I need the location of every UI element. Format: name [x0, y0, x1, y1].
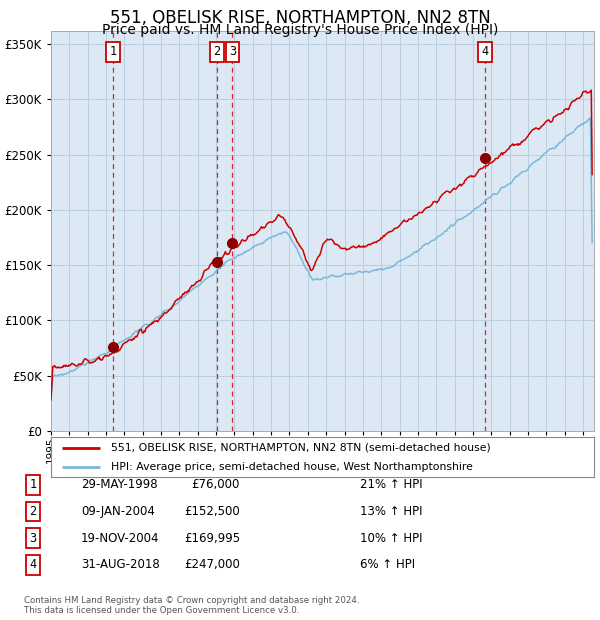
Text: Contains HM Land Registry data © Crown copyright and database right 2024.
This d: Contains HM Land Registry data © Crown c… [24, 596, 359, 615]
Text: 1: 1 [29, 479, 37, 491]
Text: 1: 1 [109, 45, 116, 58]
Text: 2: 2 [213, 45, 220, 58]
Text: HPI: Average price, semi-detached house, West Northamptonshire: HPI: Average price, semi-detached house,… [111, 461, 473, 472]
Text: 2: 2 [29, 505, 37, 518]
Text: 29-MAY-1998: 29-MAY-1998 [81, 479, 158, 491]
Text: Price paid vs. HM Land Registry's House Price Index (HPI): Price paid vs. HM Land Registry's House … [102, 23, 498, 37]
Text: 09-JAN-2004: 09-JAN-2004 [81, 505, 155, 518]
Text: £247,000: £247,000 [184, 559, 240, 571]
Text: 3: 3 [229, 45, 236, 58]
Text: 19-NOV-2004: 19-NOV-2004 [81, 532, 160, 544]
Text: 21% ↑ HPI: 21% ↑ HPI [360, 479, 422, 491]
Text: 4: 4 [29, 559, 37, 571]
Text: 551, OBELISK RISE, NORTHAMPTON, NN2 8TN (semi-detached house): 551, OBELISK RISE, NORTHAMPTON, NN2 8TN … [111, 443, 490, 453]
Text: 13% ↑ HPI: 13% ↑ HPI [360, 505, 422, 518]
Text: 3: 3 [29, 532, 37, 544]
Text: 4: 4 [481, 45, 488, 58]
Text: 31-AUG-2018: 31-AUG-2018 [81, 559, 160, 571]
Text: £76,000: £76,000 [191, 479, 240, 491]
Text: £152,500: £152,500 [184, 505, 240, 518]
Text: 6% ↑ HPI: 6% ↑ HPI [360, 559, 415, 571]
Text: £169,995: £169,995 [184, 532, 240, 544]
Text: 551, OBELISK RISE, NORTHAMPTON, NN2 8TN: 551, OBELISK RISE, NORTHAMPTON, NN2 8TN [110, 9, 490, 27]
Text: 10% ↑ HPI: 10% ↑ HPI [360, 532, 422, 544]
